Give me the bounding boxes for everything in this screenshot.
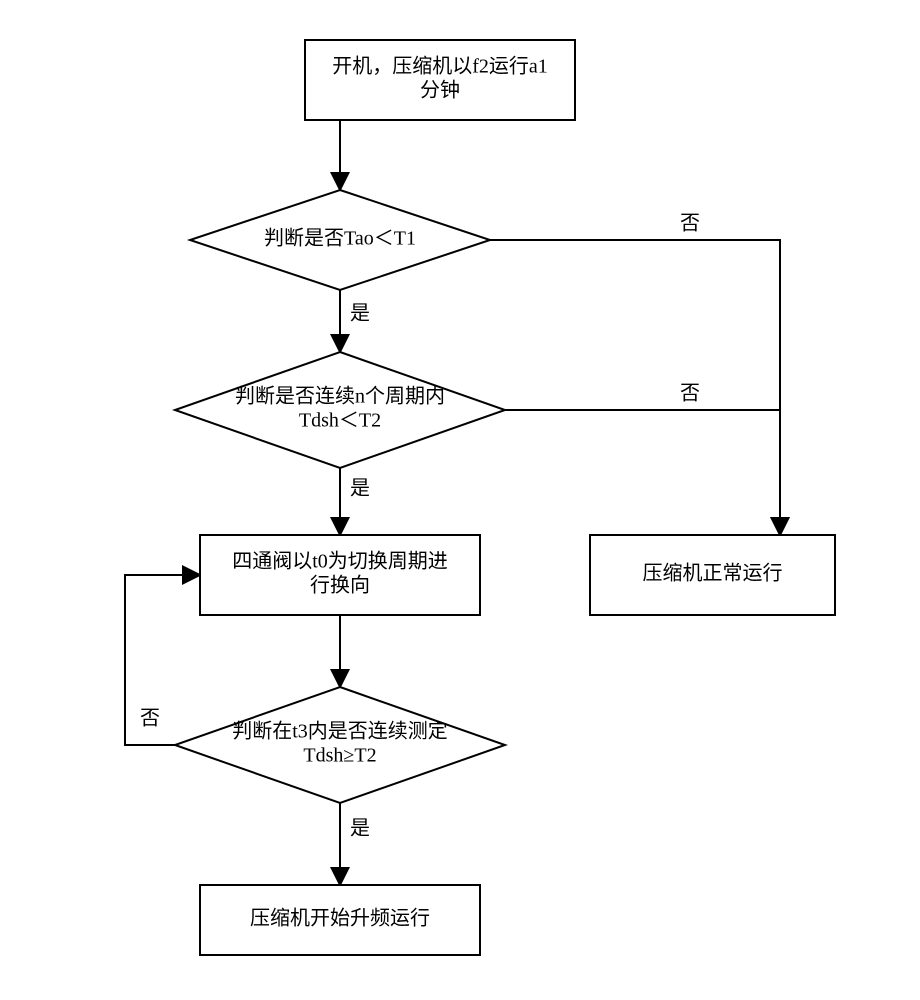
label-d2_no: 否 xyxy=(680,383,700,405)
label-d2_yes: 是 xyxy=(350,478,370,500)
node-n4-line-0: 压缩机开始升频运行 xyxy=(250,907,430,930)
node-n3-line-0: 压缩机正常运行 xyxy=(643,562,783,585)
node-d1-line-0: 判断是否Tao＜T1 xyxy=(264,227,416,250)
node-n4: 压缩机开始升频运行 xyxy=(200,885,480,955)
node-n2: 四通阀以t0为切换周期进行换向 xyxy=(200,535,480,615)
label-d3_yes: 是 xyxy=(350,818,370,840)
edge-e5 xyxy=(505,410,780,535)
node-d3-line-1: Tdsh≥T2 xyxy=(303,745,376,767)
node-n2-line-0: 四通阀以t0为切换周期进 xyxy=(232,550,448,573)
node-d3-line-0: 判断在t3内是否连续测定 xyxy=(232,720,448,743)
flowchart: 开机，压缩机以f2运行a1分钟判断是否Tao＜T1判断是否连续n个周期内Tdsh… xyxy=(0,0,920,1000)
edge-e8 xyxy=(125,575,200,745)
label-d1_yes: 是 xyxy=(350,303,370,325)
node-n1-line-0: 开机，压缩机以f2运行a1 xyxy=(332,55,548,78)
node-n1: 开机，压缩机以f2运行a1分钟 xyxy=(305,40,575,120)
label-d1_no: 否 xyxy=(680,213,700,235)
node-d2: 判断是否连续n个周期内Tdsh＜T2 xyxy=(175,352,505,468)
node-d2-line-1: Tdsh＜T2 xyxy=(299,410,381,432)
node-d3: 判断在t3内是否连续测定Tdsh≥T2 xyxy=(175,687,505,803)
node-d1: 判断是否Tao＜T1 xyxy=(190,190,490,290)
node-n2-line-1: 行换向 xyxy=(310,574,370,597)
edge-e3 xyxy=(490,240,780,535)
node-d2-line-0: 判断是否连续n个周期内 xyxy=(235,385,445,408)
node-n3: 压缩机正常运行 xyxy=(590,535,835,615)
label-d3_no: 否 xyxy=(140,708,160,730)
node-n1-line-1: 分钟 xyxy=(420,79,460,102)
